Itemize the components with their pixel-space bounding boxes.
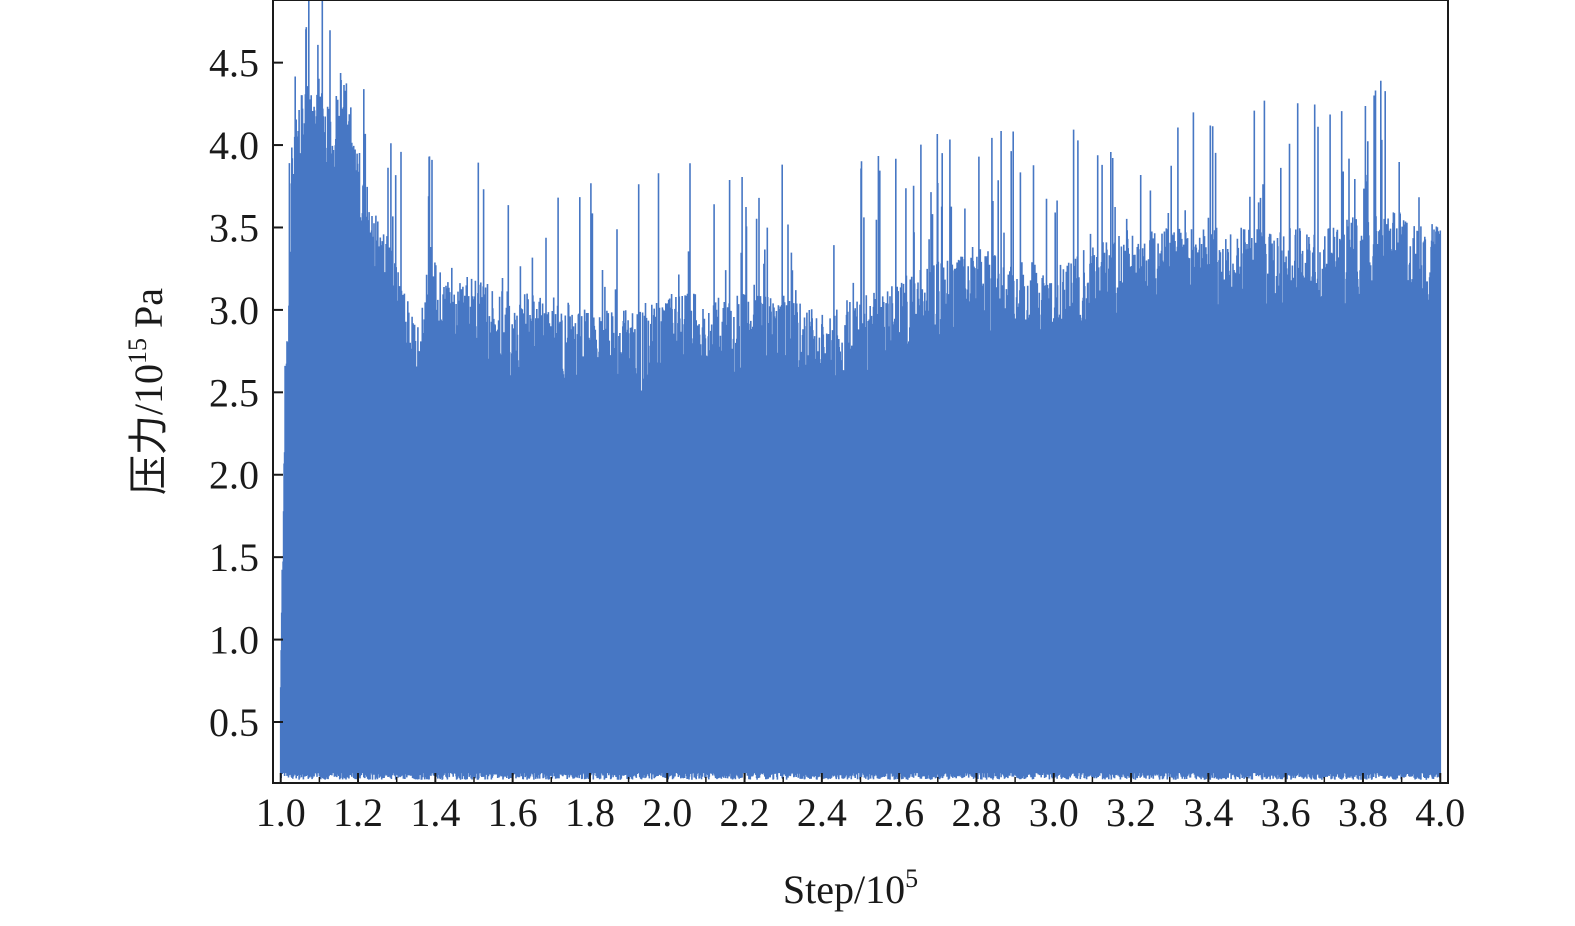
x-tick-label: 2.2 bbox=[720, 790, 770, 835]
y-tick-label: 1.5 bbox=[209, 535, 259, 580]
series-pressure-spikes bbox=[279, 0, 1442, 780]
x-tick-label: 1.2 bbox=[333, 790, 383, 835]
plot-area bbox=[279, 0, 1442, 780]
x-tick-label: 2.0 bbox=[642, 790, 692, 835]
y-tick-label: 4.5 bbox=[209, 41, 259, 86]
x-tick-label: 1.6 bbox=[488, 790, 538, 835]
x-tick-label: 2.4 bbox=[797, 790, 847, 835]
x-tick-label: 2.8 bbox=[951, 790, 1001, 835]
y-tick-label: 2.0 bbox=[209, 453, 259, 498]
y-tick-label: 3.0 bbox=[209, 288, 259, 333]
x-axis-title: Step/105 bbox=[783, 864, 918, 912]
x-tick-label: 3.4 bbox=[1183, 790, 1233, 835]
x-tick-label: 1.4 bbox=[410, 790, 460, 835]
y-tick-label: 3.5 bbox=[209, 205, 259, 250]
y-tick-label: 2.5 bbox=[209, 370, 259, 415]
y-tick-label: 1.0 bbox=[209, 618, 259, 663]
y-axis-title-base: 压力/10 bbox=[126, 364, 171, 495]
y-axis: 0.5 1.0 1.5 2.0 2.5 3.0 3.5 4.0 4.5 bbox=[209, 41, 283, 745]
x-tick-label: 3.0 bbox=[1029, 790, 1079, 835]
x-tick-label: 1.0 bbox=[256, 790, 306, 835]
x-tick-label: 2.6 bbox=[874, 790, 924, 835]
x-tick-label: 3.8 bbox=[1338, 790, 1388, 835]
y-axis-title: 压力/1015 Pa bbox=[123, 288, 171, 495]
x-axis: 1.0 1.2 1.4 1.6 1.8 2.0 2.2 2.4 2.6 2.8 3.0 3.2 3.4 3… bbox=[256, 773, 1465, 835]
x-tick-label: 3.6 bbox=[1261, 790, 1311, 835]
x-axis-title-base: Step/10 bbox=[783, 867, 905, 912]
y-tick-label: 0.5 bbox=[209, 700, 259, 745]
x-tick-label: 1.8 bbox=[565, 790, 615, 835]
x-tick-label: 4.0 bbox=[1415, 790, 1465, 835]
y-axis-title-sup: 15 bbox=[123, 338, 152, 364]
y-axis-title-suffix: Pa bbox=[126, 288, 171, 338]
y-tick-label: 4.0 bbox=[209, 123, 259, 168]
x-tick-label: 3.2 bbox=[1106, 790, 1156, 835]
x-axis-title-sup: 5 bbox=[905, 864, 918, 893]
